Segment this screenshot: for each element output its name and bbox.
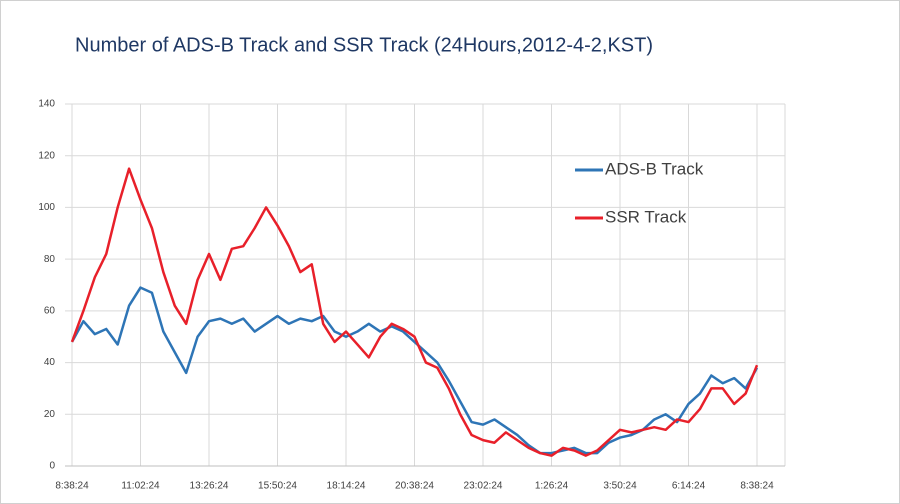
- y-tick-label: 40: [44, 357, 56, 368]
- x-tick-label: 18:14:24: [327, 481, 366, 492]
- series-line: [70, 167, 759, 457]
- legend-label: ADS-B Track: [605, 159, 704, 178]
- x-tick-label: 6:14:24: [672, 481, 706, 492]
- x-tick-label: 13:26:24: [190, 481, 229, 492]
- chart-title: Number of ADS-B Track and SSR Track (24H…: [75, 34, 653, 56]
- x-tick-label: 11:02:24: [121, 481, 160, 492]
- x-tick-label: 1:26:24: [535, 481, 569, 492]
- y-tick-label: 20: [44, 409, 56, 420]
- y-tick-label: 60: [44, 305, 56, 316]
- x-tick-label: 3:50:24: [603, 481, 637, 492]
- x-tick-label: 20:38:24: [395, 481, 434, 492]
- legend-label: SSR Track: [605, 207, 687, 226]
- x-tick-label: 23:02:24: [464, 481, 503, 492]
- y-tick-label: 0: [49, 461, 55, 472]
- x-tick-label: 8:38:24: [55, 481, 89, 492]
- y-tick-label: 120: [38, 150, 55, 161]
- x-tick-label: 15:50:24: [258, 481, 297, 492]
- x-tick-label: 8:38:24: [740, 481, 774, 492]
- y-tick-label: 80: [44, 254, 56, 265]
- y-tick-label: 100: [38, 202, 55, 213]
- y-tick-label: 140: [38, 99, 55, 110]
